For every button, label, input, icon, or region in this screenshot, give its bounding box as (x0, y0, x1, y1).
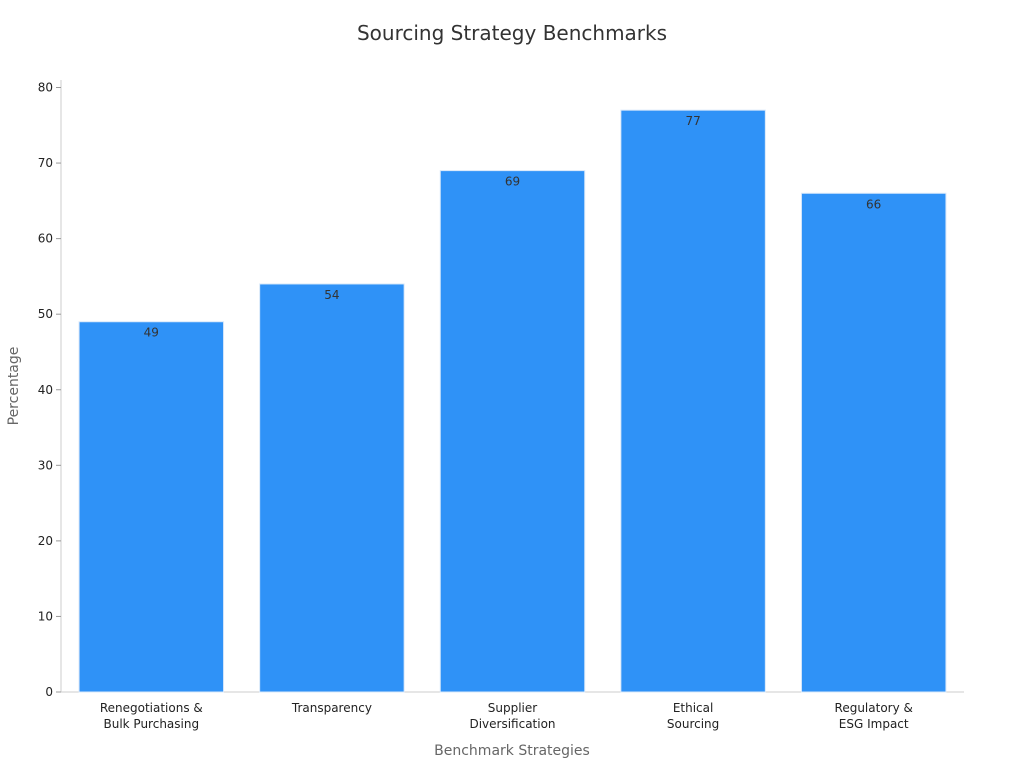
bar (259, 283, 405, 693)
y-tick-label: 50 (38, 307, 53, 321)
x-axis-label: Benchmark Strategies (434, 743, 590, 759)
bar-value-label: 77 (685, 114, 700, 128)
y-tick-label: 80 (38, 81, 53, 95)
bar-value-label: 69 (505, 175, 520, 189)
x-tick-label: Ethical Sourcing (667, 701, 719, 731)
y-axis: 0 10 20 30 40 50 60 70 80 (38, 80, 62, 699)
bars-group (78, 109, 947, 693)
y-tick-label: 10 (38, 609, 53, 623)
x-tick-label: Renegotiations & Bulk Purchasing (100, 701, 203, 731)
bar (78, 321, 225, 693)
y-tick-label: 60 (38, 232, 53, 246)
y-tick-label: 0 (45, 685, 53, 699)
y-tick-label: 70 (38, 156, 53, 170)
bar-value-label: 54 (324, 288, 339, 302)
x-axis: Renegotiations & Bulk Purchasing Transpare… (61, 691, 964, 731)
bar (439, 170, 586, 693)
chart-title: Sourcing Strategy Benchmarks (357, 21, 667, 45)
x-tick-label: Transparency (291, 701, 372, 715)
y-tick-label: 30 (38, 458, 53, 472)
data-labels-group: 49 54 69 77 66 (144, 114, 882, 340)
x-tick-label: Supplier Diversification (469, 701, 555, 731)
bar-value-label: 49 (144, 326, 159, 340)
y-axis-label: Percentage (6, 347, 22, 426)
bar-value-label: 66 (866, 197, 881, 211)
bar (620, 109, 766, 693)
bar (800, 192, 947, 693)
y-tick-label: 40 (38, 383, 53, 397)
x-tick-label: Regulatory & ESG Impact (835, 701, 913, 731)
y-tick-label: 20 (38, 534, 53, 548)
